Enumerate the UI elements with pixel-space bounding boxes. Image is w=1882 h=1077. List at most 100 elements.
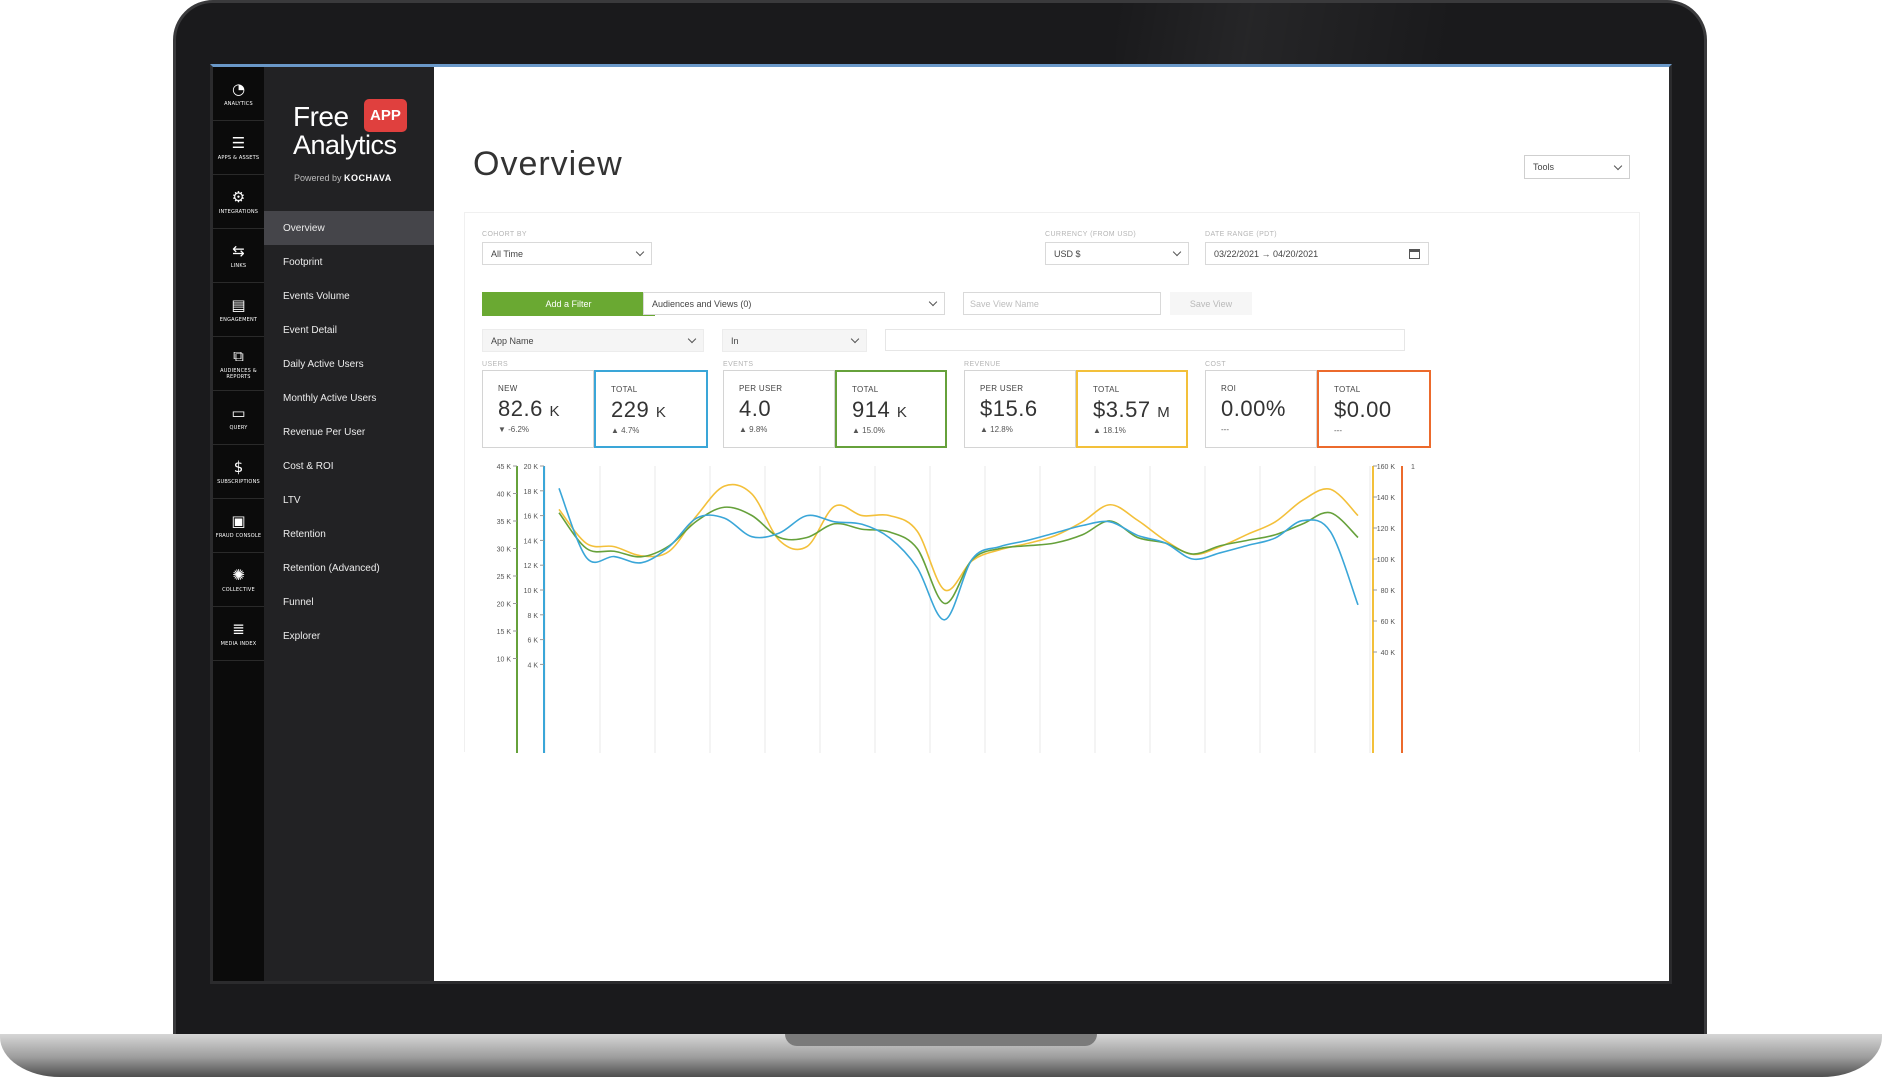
rail-label: SUBSCRIPTIONS (217, 478, 260, 485)
tools-dropdown[interactable]: Tools (1524, 155, 1630, 179)
brand-free: Free (293, 101, 349, 132)
tick-label: 14 K (524, 538, 539, 545)
sidebar-item-events-volume[interactable]: Events Volume (283, 290, 350, 302)
users-group-label: USERS (482, 361, 509, 368)
audiences-value: Audiences and Views (0) (652, 298, 752, 309)
dimension-select[interactable]: App Name (482, 329, 704, 352)
overview-chart: 45 K 40 K 35 K 30 K 25 K 20 K 15 K 10 K 20 K 18 K… (465, 458, 1641, 753)
tick-label: 10 K (524, 588, 539, 595)
rail-item-engagement[interactable]: ▤ ENGAGEMENT (213, 283, 264, 337)
stat-card[interactable]: TOTAL $3.57 M ▲ 18.1% (1076, 370, 1188, 448)
currency-label: CURRENCY (FROM USD) (1045, 231, 1137, 238)
rail-item-media-index[interactable]: ≣ MEDIA INDEX (213, 607, 264, 661)
save-view-input[interactable]: Save View Name (963, 292, 1161, 315)
icon-rail: ◔ ANALYTICS ☰ APPS & ASSETS ⚙ INTEGRATIONS ⇆ LI… (213, 67, 264, 981)
sidebar-item-retention[interactable]: Retention (283, 528, 326, 540)
sidebar-item-funnel[interactable]: Funnel (283, 596, 314, 608)
chart-svg: 45 K40 K35 K30 K25 K20 K15 K10 K20 K18 K… (497, 464, 1415, 753)
tick-label: 45 K (497, 464, 512, 471)
rail-item-query[interactable]: ▭ QUERY (213, 391, 264, 445)
rail-item-fraud-console[interactable]: ▣ FRAUD CONSOLE (213, 499, 264, 553)
brand-logo[interactable]: Free APP Analytics Powered by KOCHAVA (293, 99, 413, 189)
brand-analytics: Analytics (293, 130, 397, 160)
stat-change: ▲ 9.8% (739, 425, 768, 434)
sidebar-item-cost-roi[interactable]: Cost & ROI (283, 460, 334, 472)
currency-select[interactable]: USD $ (1045, 242, 1189, 265)
gear-icon: ⚙ (231, 187, 246, 206)
stat-value: 229 K (611, 397, 667, 422)
rail-item-audiences-reports[interactable]: ⧉ AUDIENCES & REPORTS (213, 337, 264, 391)
audiences-select[interactable]: Audiences and Views (0) (643, 292, 945, 315)
hierarchy-icon: ⧉ (233, 346, 244, 365)
chevron-down-icon (1613, 161, 1623, 170)
rail-item-links[interactable]: ⇆ LINKS (213, 229, 264, 283)
tick-label: 15 K (497, 629, 512, 636)
save-view-button[interactable]: Save View (1170, 292, 1252, 315)
rail-item-analytics[interactable]: ◔ ANALYTICS (213, 67, 264, 121)
stat-value: $0.00 (1334, 397, 1392, 422)
operator-select[interactable]: In (722, 329, 867, 352)
events-group-label: EVENTS (723, 361, 754, 368)
stat-change: --- (1221, 425, 1229, 434)
chevron-down-icon (635, 247, 645, 257)
sidebar-nav: Overview Footprint Events Volume Event Deta… (264, 211, 434, 653)
tick-label: 25 K (497, 574, 512, 581)
page-title: Overview (473, 145, 623, 183)
chevron-down-icon (850, 334, 860, 344)
series-line[interactable] (558, 506, 1359, 605)
tick-label: 16 K (524, 514, 539, 521)
stat-card[interactable]: TOTAL 914 K ▲ 15.0% (835, 370, 947, 448)
stat-label: TOTAL (1334, 385, 1361, 394)
stat-card[interactable]: PER USER $15.6 ▲ 12.8% (964, 370, 1076, 448)
tick-label: 20 K (524, 464, 539, 471)
stat-change: ▲ 4.7% (611, 426, 640, 435)
stat-card[interactable]: PER USER 4.0 ▲ 9.8% (723, 370, 835, 448)
stat-change: ▲ 15.0% (852, 426, 885, 435)
add-filter-button[interactable]: Add a Filter (482, 292, 655, 316)
cohort-value: All Time (491, 248, 524, 259)
rail-label: QUERY (229, 424, 248, 431)
stat-change: ▼ -6.2% (498, 425, 530, 434)
tools-label: Tools (1533, 162, 1555, 172)
stat-value: 914 K (852, 397, 908, 422)
sidebar-item-monthly-active-users[interactable]: Monthly Active Users (283, 392, 377, 404)
rail-label: ANALYTICS (224, 100, 253, 107)
sidebar-item-retention-advanced[interactable]: Retention (Advanced) (283, 562, 380, 574)
dashboard-icon: ◔ (231, 79, 246, 98)
overview-panel: COHORT BY All Time CURRENCY (FROM USD) U… (464, 212, 1641, 753)
chevron-down-icon (687, 334, 697, 344)
sidebar-item-footprint[interactable]: Footprint (283, 256, 323, 268)
tick-label: 35 K (497, 519, 512, 526)
tick-label: 12 K (524, 563, 539, 570)
date-range-picker[interactable]: 03/22/2021 → 04/20/2021 (1205, 242, 1429, 265)
cohort-select[interactable]: All Time (482, 242, 652, 265)
stat-change: ▲ 18.1% (1093, 426, 1126, 435)
sidebar-item-explorer[interactable]: Explorer (283, 630, 321, 642)
rail-item-collective[interactable]: ✺ COLLECTIVE (213, 553, 264, 607)
tick-label: 100 K (1377, 557, 1396, 564)
rail-item-integrations[interactable]: ⚙ INTEGRATIONS (213, 175, 264, 229)
stat-card[interactable]: TOTAL $0.00 --- (1317, 370, 1431, 448)
stat-change: ▲ 12.8% (980, 425, 1013, 434)
rail-item-apps-assets[interactable]: ☰ APPS & ASSETS (213, 121, 264, 175)
stat-value: 4.0 (739, 396, 772, 421)
rail-item-subscriptions[interactable]: $ SUBSCRIPTIONS (213, 445, 264, 499)
stat-card[interactable]: NEW 82.6 K ▼ -6.2% (482, 370, 594, 448)
stat-value: 0.00% (1221, 396, 1286, 421)
stat-card[interactable]: ROI 0.00% --- (1205, 370, 1317, 448)
tick-label: 1 (1411, 464, 1415, 471)
stat-card[interactable]: TOTAL 229 K ▲ 4.7% (594, 370, 708, 448)
stat-label: NEW (498, 384, 518, 393)
tick-label: 160 K (1377, 464, 1396, 471)
sidebar-item-daily-active-users[interactable]: Daily Active Users (283, 358, 364, 370)
filter-value-input[interactable] (885, 329, 1405, 351)
sidebar-item-ltv[interactable]: LTV (283, 494, 301, 506)
series-line[interactable] (558, 488, 1359, 621)
sidebar-item-event-detail[interactable]: Event Detail (283, 324, 337, 336)
save-view-placeholder: Save View Name (970, 298, 1039, 309)
sidebar-item-overview[interactable]: Overview (264, 211, 434, 245)
chevron-down-icon (1172, 247, 1182, 257)
tick-label: 60 K (1381, 619, 1396, 626)
sidebar-item-revenue-per-user[interactable]: Revenue Per User (283, 426, 366, 438)
